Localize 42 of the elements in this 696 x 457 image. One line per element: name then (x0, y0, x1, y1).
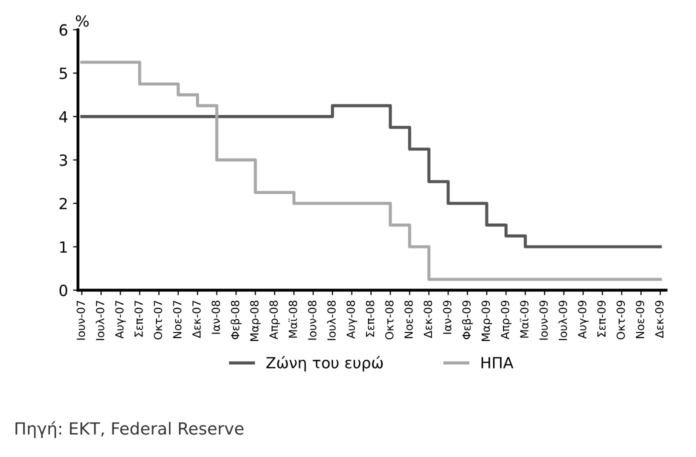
y-tick-label: 0 (60, 284, 68, 296)
y-tick-label: 5 (60, 68, 67, 80)
x-tick-label: Ιουν-08 (308, 300, 316, 340)
y-tick-label: 4 (59, 111, 68, 122)
x-tick-label: Ιουν-07 (76, 300, 86, 340)
y-tick-label: 6 (60, 24, 68, 36)
x-tick-label: Αυγ-07 (115, 300, 126, 339)
x-tick-label: Ιαν-09 (443, 300, 452, 334)
x-tick-label: Σεπ-09 (597, 300, 606, 337)
x-tick-label: Νοε-08 (404, 300, 413, 338)
y-tick-label: 3 (60, 154, 68, 166)
x-tick-label: Απρ-08 (269, 300, 280, 340)
x-tick-label: Φεβ-09 (462, 300, 473, 340)
x-tick-label: Νοε-09 (636, 300, 644, 338)
x-tick-label: Φεβ-08 (230, 300, 242, 340)
x-tick-label: Μαρ-08 (250, 300, 261, 341)
x-tick-label: Μαϊ-09 (520, 300, 529, 338)
x-tick-label: Δεκ-08 (424, 300, 432, 338)
y-tick-label: 2 (60, 198, 67, 210)
x-tick-label: Μαρ-09 (482, 300, 492, 341)
x-tick-label: Αυγ-09 (578, 300, 589, 339)
x-tick-label: Δεκ-07 (192, 300, 201, 338)
x-tick-label: Οκτ-07 (154, 300, 162, 340)
x-tick-label: Οκτ-08 (385, 300, 394, 340)
x-tick-label: Νοε-07 (173, 300, 182, 338)
x-tick-label: Ιαν-08 (212, 300, 220, 334)
x-tick-label: Ιουλ-07 (96, 300, 104, 340)
y-tick-label: 1 (60, 241, 67, 253)
x-tick-label: Ιουν-09 (539, 300, 548, 340)
x-tick-label: Σεπ-08 (366, 300, 374, 337)
x-tick-label: Ιουλ-08 (327, 300, 336, 340)
legend-label: Ζώνη του ευρώ (266, 356, 383, 372)
x-tick-label: Οκτ-09 (616, 300, 625, 340)
legend-label: ΗΠΑ (482, 357, 514, 368)
text: Πηγή: ΕΚΤ, Federal Reserve (16, 421, 244, 438)
x-tick-label: Δεκ-09 (655, 300, 664, 338)
x-tick-label: Σεπ-07 (134, 300, 143, 337)
x-tick-label: Μαϊ-08 (288, 300, 298, 338)
y-axis-title: % (76, 15, 89, 27)
x-tick-label: Αυγ-08 (346, 300, 358, 339)
x-tick-label: Ιουλ-09 (558, 300, 568, 340)
x-tick-label: Απρ-09 (500, 300, 512, 340)
